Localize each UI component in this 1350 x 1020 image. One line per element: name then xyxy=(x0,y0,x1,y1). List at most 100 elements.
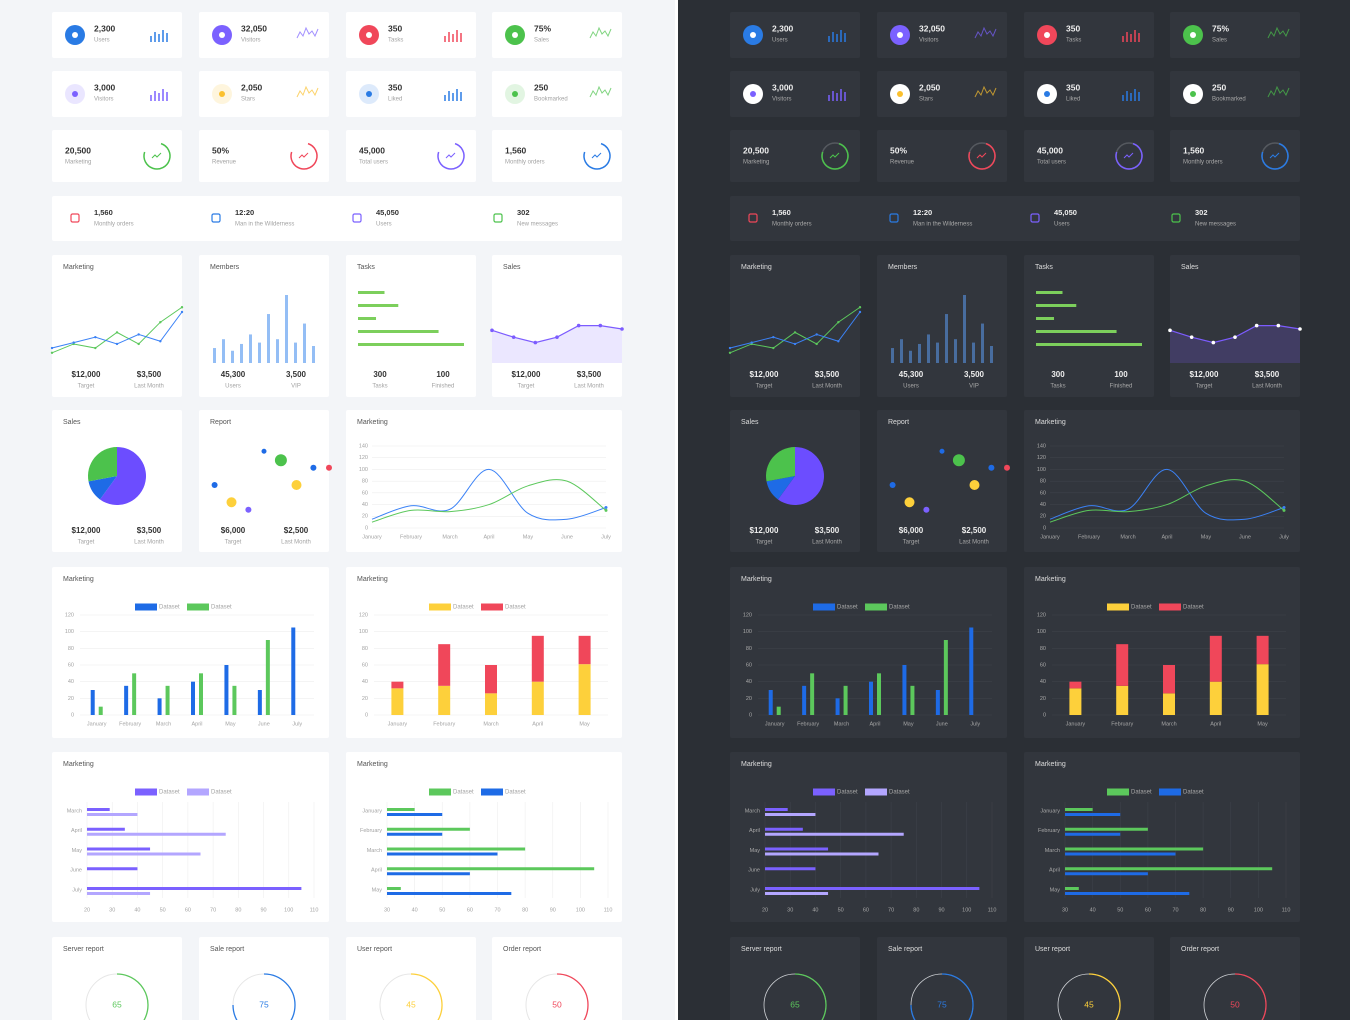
stat-value: 20,500 xyxy=(743,145,769,155)
stat-label: Sales xyxy=(534,38,549,44)
bar xyxy=(765,832,904,836)
line-point xyxy=(94,346,97,350)
strip-value: 1,560 xyxy=(94,208,113,217)
legend-swatch xyxy=(865,788,887,796)
legend-swatch xyxy=(135,788,157,796)
card xyxy=(52,12,182,58)
icon-glyph xyxy=(219,32,225,38)
sparkline-bar xyxy=(166,33,168,42)
x-tick-label: June xyxy=(258,721,270,727)
x-tick-label: April xyxy=(869,721,880,727)
y-tick-label: 80 xyxy=(1040,479,1046,485)
scatter-point xyxy=(245,506,252,513)
card xyxy=(877,255,1007,397)
y-tick-label: 100 xyxy=(1037,629,1046,635)
y-tick-label: 80 xyxy=(68,646,74,652)
strip-label: Monthly orders xyxy=(94,222,134,228)
stat-label: Last Month xyxy=(812,384,842,390)
stat-value: 2,050 xyxy=(241,82,263,92)
stat-value: 300 xyxy=(1051,370,1065,379)
legend-label: Dataset xyxy=(1183,605,1204,611)
sparkline-bar xyxy=(1130,93,1132,101)
stat-value: 45,000 xyxy=(1037,145,1063,155)
y-tick-label: May xyxy=(750,848,761,854)
legend-swatch xyxy=(187,603,209,611)
area-point xyxy=(533,340,538,345)
area-point xyxy=(1276,323,1281,328)
legend-swatch xyxy=(813,603,835,611)
card-title: Sales xyxy=(741,419,759,426)
area-point xyxy=(511,335,516,339)
stat-value: $3,500 xyxy=(577,370,602,379)
ring-arc xyxy=(143,142,171,170)
bar xyxy=(87,887,302,890)
card xyxy=(52,752,329,922)
bar xyxy=(87,827,125,831)
stat-label: Last Month xyxy=(134,540,164,546)
bar xyxy=(257,690,262,715)
scatter-point xyxy=(939,448,945,454)
card xyxy=(1024,567,1300,738)
stat-value: 350 xyxy=(388,82,402,92)
stat-label: Stars xyxy=(241,97,255,103)
card-title: User report xyxy=(357,946,392,953)
y-tick-label: May xyxy=(1050,887,1061,893)
bar xyxy=(87,847,151,851)
stat-value: 32,050 xyxy=(241,23,267,33)
y-tick-label: 20 xyxy=(68,696,74,702)
bar xyxy=(1065,887,1079,890)
x-tick-label: February xyxy=(797,721,819,727)
bar-segment xyxy=(531,635,544,682)
line-point xyxy=(772,335,775,339)
stat-label: Liked xyxy=(1066,97,1080,103)
legend-label: Dataset xyxy=(453,605,474,611)
card-title: Marketing xyxy=(1035,761,1066,768)
y-tick-label: 120 xyxy=(1037,612,1046,618)
y-tick-label: 120 xyxy=(743,612,752,618)
theme-panel: 2,300 Users 32,050 Visitors 350 Tasks 75% Sales… xyxy=(0,0,675,1020)
pie-slice xyxy=(88,447,117,482)
x-tick-label: May xyxy=(523,534,534,540)
sparkline xyxy=(974,85,997,98)
line-point xyxy=(837,321,840,324)
scatter-point xyxy=(923,506,930,513)
stat-value: $12,000 xyxy=(72,370,101,379)
line-point xyxy=(115,342,119,346)
sparkline-bar xyxy=(158,34,160,42)
strip-label: Users xyxy=(376,222,392,228)
card xyxy=(730,12,860,58)
stat-value: 45,300 xyxy=(899,370,924,379)
bar-segment xyxy=(1116,685,1129,715)
sparkline-bar xyxy=(154,32,156,42)
stat-label: Total users xyxy=(1037,160,1066,166)
bar xyxy=(387,887,401,890)
card xyxy=(877,71,1007,117)
stat-label: Tasks xyxy=(388,38,403,44)
area-point xyxy=(1168,328,1172,333)
x-tick-label: 50 xyxy=(838,907,844,913)
bar xyxy=(1036,291,1063,294)
line-series xyxy=(1049,468,1285,521)
sparkline-bar xyxy=(828,36,830,42)
card-title: Members xyxy=(210,264,240,271)
stat-value: 2,300 xyxy=(772,23,794,33)
gauge-arc xyxy=(794,973,827,1020)
x-tick-label: 90 xyxy=(550,907,556,913)
line-point xyxy=(815,333,818,336)
bar xyxy=(387,832,443,836)
x-tick-label: July xyxy=(292,721,302,727)
stat-value: $2,500 xyxy=(962,526,987,535)
sparkline-bar xyxy=(150,36,152,42)
y-tick-label: 40 xyxy=(1040,502,1046,508)
ring-arc xyxy=(821,142,849,170)
stat-label: VIP xyxy=(969,384,979,390)
bar xyxy=(358,291,385,294)
x-tick-label: 70 xyxy=(888,907,894,913)
stat-value: 250 xyxy=(1212,82,1226,92)
y-tick-label: June xyxy=(748,868,760,874)
bar xyxy=(776,706,781,715)
x-tick-label: 30 xyxy=(109,907,115,913)
x-tick-label: 100 xyxy=(962,907,971,913)
bar xyxy=(87,892,151,895)
legend-swatch xyxy=(135,603,157,611)
